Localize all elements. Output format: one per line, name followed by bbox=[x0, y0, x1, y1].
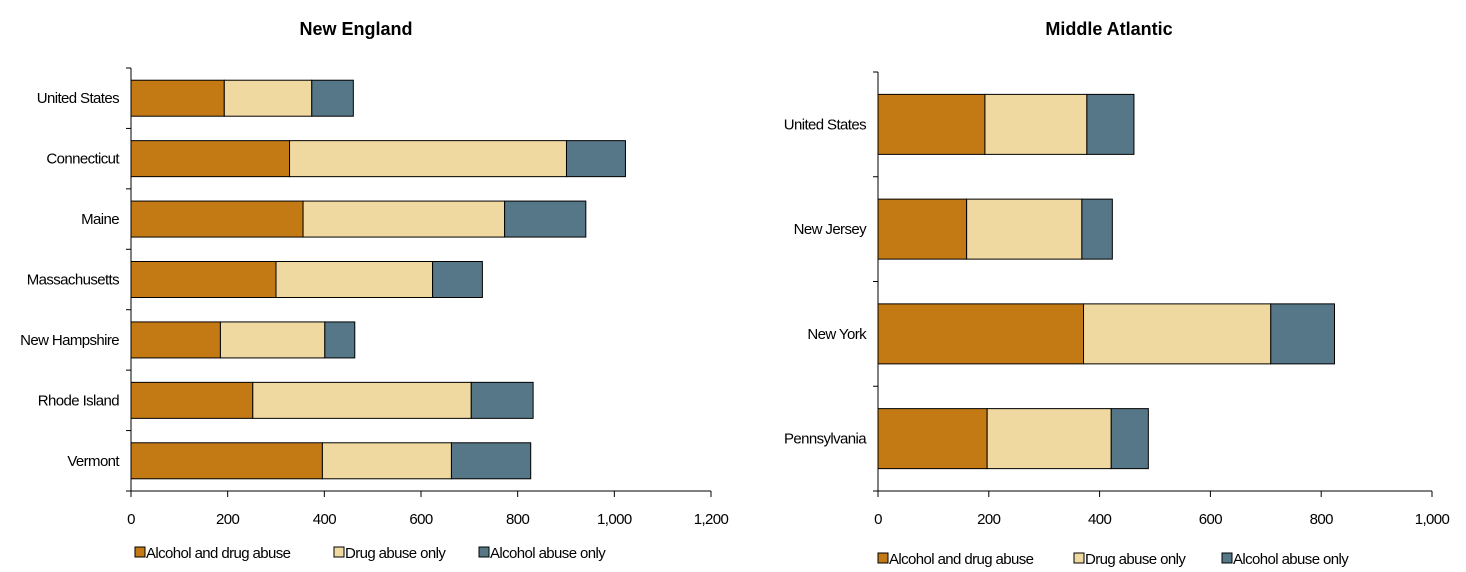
x-tick-label: 1,000 bbox=[1415, 511, 1450, 528]
bar-maine-alcohol-and-drug-abuse bbox=[130, 200, 304, 238]
x-tick-label: 600 bbox=[409, 511, 432, 528]
x-tick-label: 800 bbox=[1310, 511, 1333, 528]
x-tick-label: 0 bbox=[127, 511, 135, 528]
bar-vermont-drug-abuse-only bbox=[321, 442, 452, 480]
x-tick-label: 1,000 bbox=[597, 511, 632, 528]
bar-maine-alcohol-abuse-only bbox=[504, 200, 587, 238]
bar-new-york-alcohol-and-drug-abuse bbox=[877, 303, 1085, 365]
legend-swatch-alcohol-and-drug-abuse bbox=[877, 552, 889, 564]
bar-massachusetts-drug-abuse-only bbox=[275, 261, 434, 298]
x-tick-label: 600 bbox=[1199, 511, 1222, 528]
bar-united-states-drug-abuse-only bbox=[984, 93, 1088, 155]
bar-pennsylvania-alcohol-abuse-only bbox=[1110, 408, 1149, 470]
bar-new-jersey-alcohol-and-drug-abuse bbox=[877, 198, 968, 260]
legend-label-drug-abuse-only: Drug abuse only bbox=[345, 545, 446, 562]
bar-connecticut-alcohol-abuse-only bbox=[565, 140, 626, 178]
legend-label-drug-abuse-only: Drug abuse only bbox=[1085, 551, 1186, 568]
legend-label-alcohol-abuse-only: Alcohol abuse only bbox=[490, 545, 606, 562]
bar-new-hampshire-drug-abuse-only bbox=[219, 321, 326, 359]
x-tick-label: 400 bbox=[313, 511, 336, 528]
bar-new-hampshire-alcohol-abuse-only bbox=[324, 321, 356, 359]
bar-vermont-alcohol-and-drug-abuse bbox=[130, 442, 323, 480]
category-label-united-states: United States bbox=[37, 90, 119, 107]
bar-united-states-alcohol-and-drug-abuse bbox=[130, 79, 225, 117]
x-tick-label: 200 bbox=[216, 511, 239, 528]
category-label-new-york: New York bbox=[807, 326, 867, 343]
legend-swatch-alcohol-abuse-only bbox=[478, 546, 490, 558]
legend-swatch-alcohol-abuse-only bbox=[1221, 552, 1233, 564]
category-label-vermont: Vermont bbox=[67, 453, 120, 470]
bar-pennsylvania-drug-abuse-only bbox=[986, 408, 1112, 470]
legend-label-alcohol-and-drug-abuse: Alcohol and drug abuse bbox=[146, 545, 291, 562]
category-label-rhode-island: Rhode Island bbox=[38, 392, 119, 409]
x-tick-label: 200 bbox=[977, 511, 1000, 528]
category-label-new-jersey: New Jersey bbox=[794, 221, 867, 238]
chart-middle-atlantic: Middle Atlantic United States New Jersey Ne… bbox=[784, 19, 1450, 568]
bar-united-states-alcohol-abuse-only bbox=[1086, 93, 1135, 155]
x-tick-label: 400 bbox=[1088, 511, 1111, 528]
bar-rhode-island-alcohol-abuse-only bbox=[470, 381, 534, 419]
bar-connecticut-alcohol-and-drug-abuse bbox=[130, 140, 291, 178]
bar-new-jersey-drug-abuse-only bbox=[966, 198, 1083, 260]
bar-united-states-alcohol-abuse-only bbox=[311, 79, 354, 117]
bar-rhode-island-drug-abuse-only bbox=[252, 381, 472, 419]
chart-title: New England bbox=[299, 19, 412, 39]
category-label-pennsylvania: Pennsylvania bbox=[784, 431, 867, 448]
bar-massachusetts-alcohol-abuse-only bbox=[432, 261, 483, 298]
bar-vermont-alcohol-abuse-only bbox=[450, 442, 532, 480]
bar-united-states-alcohol-and-drug-abuse bbox=[877, 93, 986, 155]
x-tick-label: 800 bbox=[506, 511, 529, 528]
legend-label-alcohol-abuse-only: Alcohol abuse only bbox=[1233, 551, 1349, 568]
x-tick-label: 1,200 bbox=[694, 511, 729, 528]
chart-title: Middle Atlantic bbox=[1045, 19, 1172, 39]
legend-swatch-drug-abuse-only bbox=[333, 546, 345, 558]
category-label-maine: Maine bbox=[81, 211, 119, 228]
bar-new-york-drug-abuse-only bbox=[1083, 303, 1272, 365]
legend-label-alcohol-and-drug-abuse: Alcohol and drug abuse bbox=[889, 551, 1034, 568]
legend-swatch-alcohol-and-drug-abuse bbox=[134, 546, 146, 558]
category-label-united-states: United States bbox=[784, 116, 866, 133]
bar-new-york-alcohol-abuse-only bbox=[1270, 303, 1335, 365]
bar-united-states-drug-abuse-only bbox=[223, 79, 313, 117]
category-label-massachusetts: Massachusetts bbox=[27, 272, 119, 289]
bar-new-jersey-alcohol-abuse-only bbox=[1081, 198, 1113, 260]
bar-new-hampshire-alcohol-and-drug-abuse bbox=[130, 321, 221, 359]
category-label-connecticut: Connecticut bbox=[46, 151, 120, 168]
bar-rhode-island-alcohol-and-drug-abuse bbox=[130, 381, 254, 419]
legend-swatch-drug-abuse-only bbox=[1073, 552, 1085, 564]
chart-new-england: New England United States Connecticut Maine… bbox=[20, 19, 729, 562]
bar-maine-drug-abuse-only bbox=[302, 200, 506, 238]
bar-massachusetts-alcohol-and-drug-abuse bbox=[130, 261, 277, 298]
category-label-new-hampshire: New Hampshire bbox=[20, 332, 119, 349]
bar-connecticut-drug-abuse-only bbox=[289, 140, 567, 178]
x-tick-label: 0 bbox=[874, 511, 882, 528]
bar-pennsylvania-alcohol-and-drug-abuse bbox=[877, 408, 988, 470]
